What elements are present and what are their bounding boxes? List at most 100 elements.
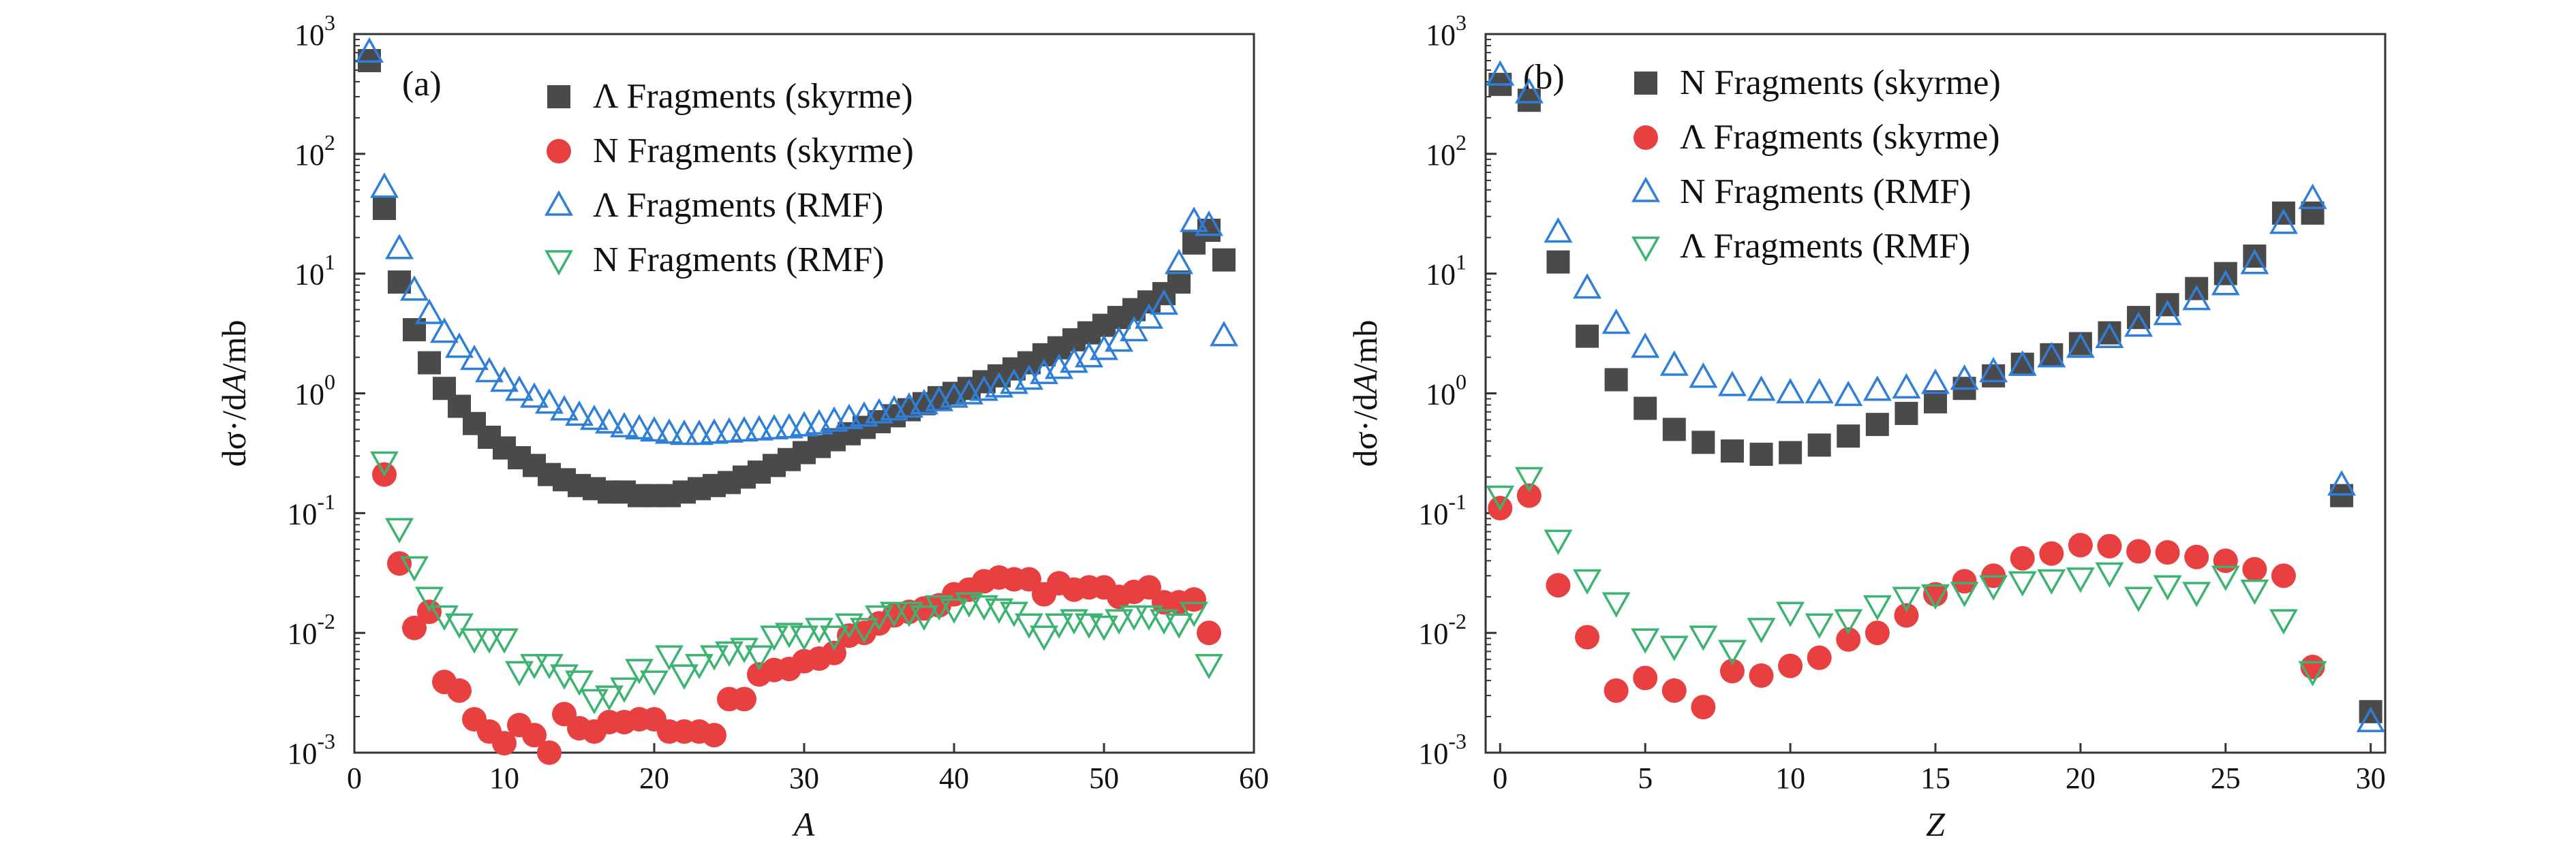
- data-point: [850, 618, 878, 644]
- data-point: [2298, 183, 2327, 209]
- legend-label: Λ Fragments (skyrme): [1680, 118, 2000, 157]
- data-point: [1634, 396, 1657, 420]
- legend-marker: [547, 85, 570, 108]
- data-point: [1180, 601, 1208, 627]
- data-point: [490, 628, 519, 654]
- y-tick-label: 10-1: [1418, 489, 1467, 531]
- data-point: [402, 615, 427, 640]
- y-tick-label: 10-1: [287, 489, 335, 531]
- data-point: [1017, 567, 1041, 592]
- data-point: [1778, 653, 1803, 678]
- data-point: [1517, 89, 1541, 112]
- data-point: [2211, 565, 2240, 591]
- data-point: [1150, 289, 1178, 315]
- data-point: [2240, 579, 2269, 606]
- data-point: [2327, 470, 2357, 496]
- y-tick-label: 10-2: [287, 609, 335, 650]
- data-point: [490, 366, 519, 392]
- x-tick-label: 20: [2066, 762, 2096, 795]
- data-point: [505, 661, 534, 687]
- y-tick-base: 10: [1418, 737, 1448, 770]
- x-tick-label: 10: [489, 762, 519, 795]
- data-point: [1719, 659, 1745, 684]
- data-point: [702, 723, 726, 748]
- data-point: [2008, 350, 2037, 376]
- data-point: [1720, 439, 1744, 463]
- data-point: [910, 605, 938, 631]
- y-axis-title-prefix: dσ: [215, 431, 253, 467]
- data-point: [595, 408, 624, 434]
- data-point: [1982, 364, 2006, 388]
- data-point: [1210, 321, 1238, 347]
- y-tick-label: 10-3: [1418, 729, 1467, 770]
- data-point: [1807, 433, 1831, 457]
- data-point: [1544, 529, 1573, 555]
- data-point: [1836, 627, 1861, 652]
- data-point: [1779, 441, 1803, 465]
- data-point: [1979, 356, 2008, 383]
- data-point: [445, 332, 474, 358]
- data-point: [1950, 582, 1979, 608]
- data-point: [2126, 539, 2151, 564]
- data-point: [2010, 546, 2035, 571]
- series-1: [1488, 483, 2325, 720]
- data-point: [1030, 625, 1058, 651]
- legend-marker: [1634, 72, 1657, 95]
- data-point: [445, 613, 474, 639]
- data-point: [1807, 645, 1832, 670]
- data-point: [580, 404, 609, 430]
- data-point: [655, 645, 684, 671]
- y-tick-exponent: -1: [317, 489, 335, 514]
- y-tick-exponent: 0: [1456, 370, 1467, 394]
- data-point: [1212, 248, 1236, 272]
- y-tick-base: 10: [294, 258, 324, 292]
- data-point: [670, 664, 699, 690]
- y-tick-exponent: 0: [324, 370, 335, 394]
- data-point: [430, 317, 459, 343]
- data-point: [1573, 273, 1602, 299]
- data-point: [447, 678, 472, 703]
- data-point: [387, 551, 412, 576]
- x-axis-title: Z: [1926, 805, 1946, 843]
- data-point: [2127, 306, 2151, 330]
- data-point: [2124, 311, 2153, 337]
- y-tick-base: 10: [1426, 138, 1456, 172]
- legend-marker: [547, 139, 571, 163]
- data-point: [1923, 582, 1948, 607]
- legend: Λ Fragments (skyrme) N Fragments (skyrme)…: [545, 77, 914, 279]
- data-point: [1604, 678, 1629, 703]
- x-tick-label: 15: [1920, 762, 1950, 795]
- data-point: [418, 351, 441, 375]
- data-point: [1805, 377, 1834, 404]
- data-point: [700, 418, 729, 444]
- data-point: [370, 172, 399, 198]
- data-point: [1486, 60, 1515, 86]
- data-point: [522, 723, 547, 748]
- panel-label: (a): [402, 65, 442, 104]
- series-3: [1486, 467, 2327, 687]
- data-point: [1924, 390, 1947, 413]
- data-point: [822, 640, 846, 665]
- y-axis-title: dσ·/dA/mb: [1346, 320, 1384, 467]
- data-point: [595, 685, 624, 711]
- data-point: [1180, 206, 1208, 232]
- data-point: [1137, 575, 1161, 600]
- x-tick-label: 5: [1638, 762, 1653, 795]
- data-point: [1892, 373, 1921, 398]
- data-point: [2095, 322, 2124, 348]
- data-point: [1120, 605, 1148, 631]
- data-point: [2066, 567, 2095, 593]
- y-axis-title-mid: ·/d: [1346, 394, 1384, 432]
- data-point: [1546, 250, 1570, 274]
- y-tick-label: 103: [294, 10, 335, 52]
- legend-label: N Fragments (skyrme): [1680, 63, 2001, 102]
- data-point: [1576, 324, 1599, 348]
- series-2: [1486, 60, 2385, 732]
- data-point: [1689, 625, 1718, 651]
- data-point: [685, 419, 714, 445]
- data-point: [1776, 601, 1805, 627]
- y-tick-label: 102: [1426, 130, 1467, 172]
- data-point: [790, 411, 818, 437]
- data-point: [1105, 609, 1133, 635]
- data-point: [2153, 300, 2182, 326]
